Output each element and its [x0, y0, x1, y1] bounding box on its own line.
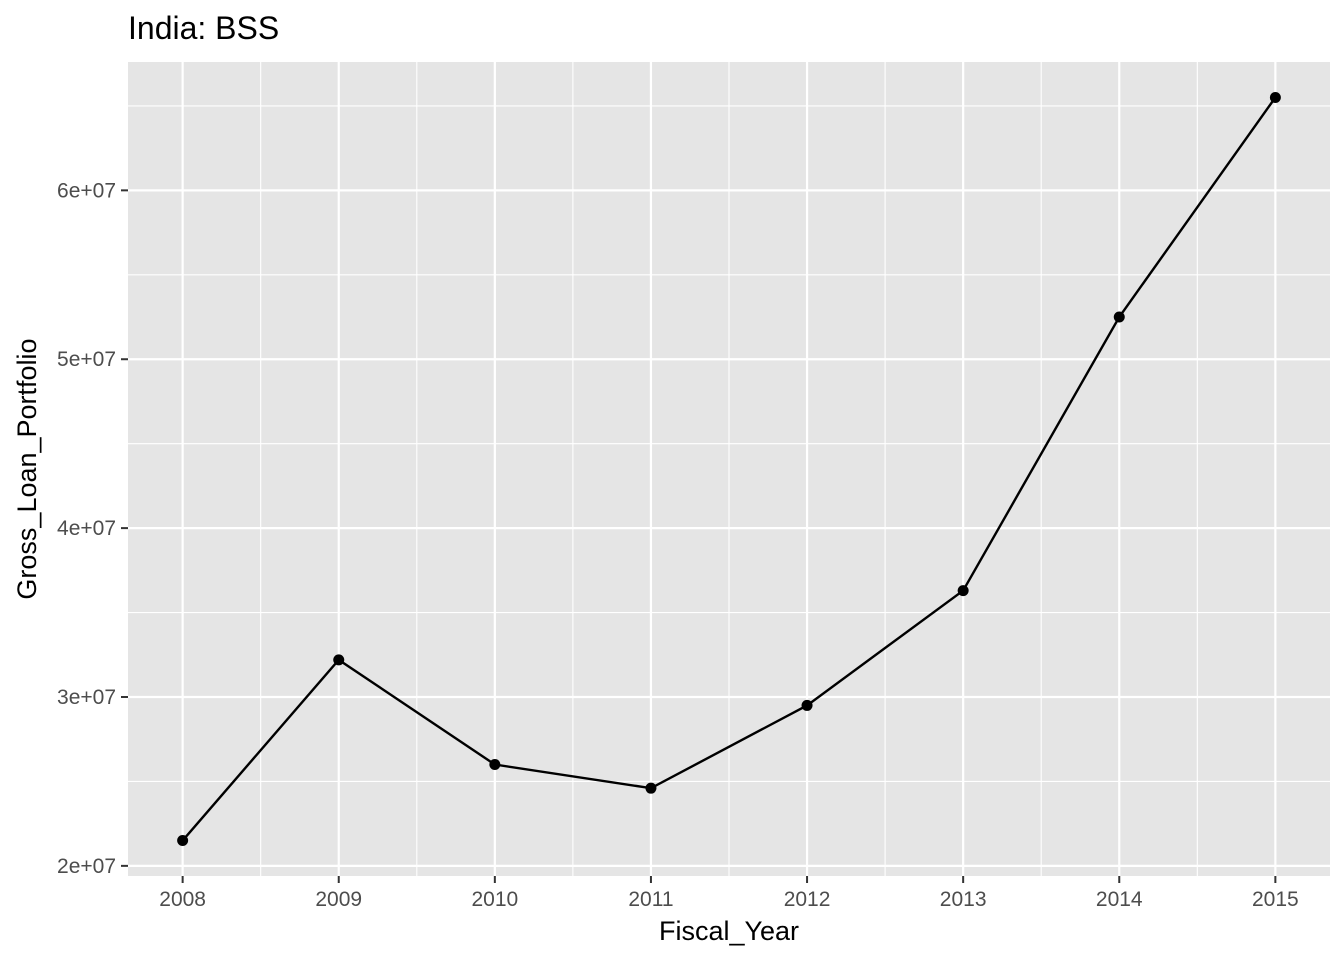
x-axis-title: Fiscal_Year — [659, 916, 799, 946]
data-point — [1113, 311, 1125, 323]
data-point — [957, 585, 969, 597]
series-layer — [177, 91, 1281, 847]
x-tick-label: 2013 — [940, 888, 987, 911]
series-line — [181, 96, 1277, 842]
y-axis-title: Gross_Loan_Portfolio — [12, 338, 42, 599]
data-point — [1269, 91, 1281, 103]
y-tick-label: 5e+07 — [57, 348, 116, 371]
y-tick-label: 2e+07 — [57, 855, 116, 878]
data-point — [801, 699, 813, 711]
minor-gridlines — [128, 62, 1330, 876]
x-tick-label: 2008 — [159, 888, 206, 911]
data-point — [333, 654, 345, 666]
x-tick-label: 2009 — [315, 888, 362, 911]
x-tick-label: 2011 — [628, 888, 673, 911]
y-axis: 2e+07 3e+07 4e+07 5e+07 6e+07 — [57, 179, 128, 878]
data-point — [489, 759, 501, 771]
y-tick-label: 6e+07 — [57, 179, 116, 202]
x-tick-label: 2010 — [471, 888, 518, 911]
x-tick-label: 2014 — [1096, 888, 1143, 911]
data-point — [177, 835, 189, 847]
y-tick-label: 4e+07 — [57, 517, 116, 540]
major-gridlines — [128, 62, 1330, 876]
data-point — [645, 782, 657, 794]
y-tick-label: 3e+07 — [57, 686, 116, 709]
x-axis: 2008 2009 2010 2011 2012 2013 2014 2015 — [159, 876, 1299, 911]
x-tick-label: 2012 — [784, 888, 831, 911]
x-tick-label: 2015 — [1252, 888, 1299, 911]
chart-title: India: BSS — [128, 10, 279, 46]
